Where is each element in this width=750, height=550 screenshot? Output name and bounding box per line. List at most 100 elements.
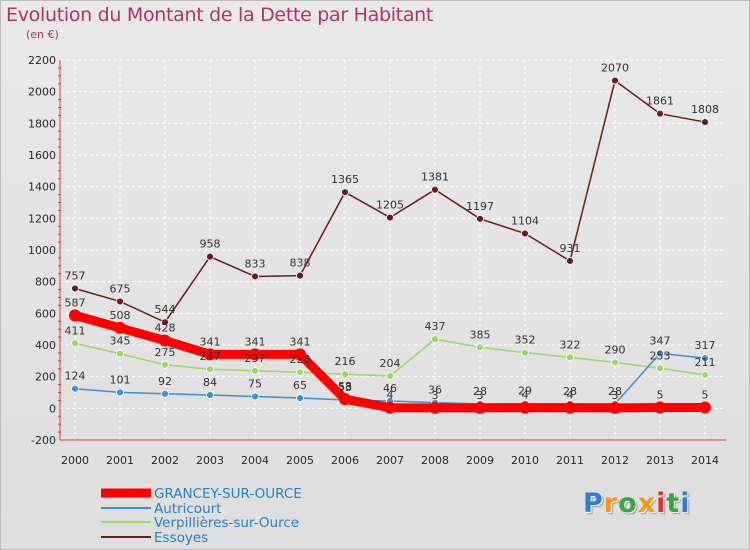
data-point (701, 118, 709, 126)
data-label: 84 (203, 376, 217, 389)
x-tick-label: 2002 (151, 454, 179, 467)
data-point (206, 365, 214, 374)
y-tick-label: 400 (35, 339, 56, 352)
data-point (71, 284, 79, 293)
data-point (249, 348, 261, 361)
data-label: 757 (65, 269, 86, 282)
data-label: 347 (650, 334, 671, 347)
data-point (429, 401, 441, 414)
data-point (71, 339, 79, 348)
data-label: 237 (245, 352, 266, 365)
chart-subtitle: (en €) (26, 28, 59, 41)
data-label: 1381 (421, 171, 449, 184)
data-point (384, 401, 396, 414)
y-tick-label: 2200 (28, 54, 56, 67)
data-point (206, 252, 214, 261)
data-label: 838 (290, 257, 311, 270)
data-point (71, 384, 79, 393)
data-label: 411 (65, 324, 86, 337)
data-point (251, 392, 259, 401)
data-point (116, 388, 124, 397)
x-tick-label: 2011 (556, 454, 584, 467)
data-label: 508 (110, 309, 131, 322)
y-tick-label: 200 (35, 371, 56, 384)
data-point (69, 309, 81, 322)
data-point (251, 272, 259, 281)
data-label: 1808 (691, 103, 719, 116)
data-point (339, 393, 351, 406)
series-verpillieres-sur-ource (71, 335, 709, 380)
data-point (386, 372, 394, 380)
data-point (161, 389, 169, 398)
data-point (521, 348, 529, 357)
data-point (296, 394, 304, 402)
x-tick-label: 2008 (421, 454, 449, 467)
y-tick-label: -200 (31, 434, 56, 447)
data-label: 587 (65, 296, 86, 309)
data-label: 322 (560, 338, 581, 351)
data-label: 204 (380, 357, 401, 370)
data-label: 75 (248, 377, 262, 390)
legend-label: GRANCEY-SUR-OURCE (154, 486, 302, 502)
y-tick-label: 800 (35, 276, 56, 289)
legend-label: Verpillières-sur-Ource (154, 515, 299, 531)
x-tick-label: 2000 (61, 454, 89, 467)
data-point (699, 401, 711, 414)
y-tick-label: 600 (35, 307, 56, 320)
logo-letter: o (618, 488, 638, 519)
x-tick-label: 2007 (376, 454, 404, 467)
x-tick-label: 2003 (196, 454, 224, 467)
data-label: 428 (155, 322, 176, 335)
data-label: 124 (65, 370, 86, 383)
data-label: 3 (612, 389, 619, 402)
data-label: 1104 (511, 215, 539, 228)
data-point (296, 271, 304, 280)
data-point (519, 401, 531, 414)
data-point (476, 343, 484, 352)
data-point (431, 335, 439, 344)
data-label: 101 (110, 373, 131, 386)
x-tick-label: 2013 (646, 454, 674, 467)
data-label: 28 (563, 385, 577, 398)
chart-title: Evolution du Montant de la Dette par Hab… (6, 4, 434, 26)
x-tick-label: 2004 (241, 454, 269, 467)
logo-letter: i (656, 488, 667, 519)
data-point (296, 368, 304, 377)
proxiti-logo: Proxiti (583, 488, 691, 519)
data-label: 3 (432, 389, 439, 402)
data-point (294, 348, 306, 361)
logo-letter: P (583, 488, 604, 519)
data-label: 675 (110, 282, 131, 295)
data-point (431, 185, 439, 194)
data-point (656, 109, 664, 118)
legend-item: Autricourt (101, 501, 221, 517)
data-label: 92 (158, 375, 172, 388)
y-tick-label: 1600 (28, 149, 56, 162)
data-label: 437 (425, 320, 446, 333)
data-point (116, 349, 124, 358)
y-tick-label: 1000 (28, 244, 56, 257)
data-label: 385 (470, 328, 491, 341)
logo-letter: r (603, 488, 619, 519)
legend-item: GRANCEY-SUR-OURCE (101, 486, 302, 502)
data-label: 352 (515, 334, 536, 347)
data-point (341, 188, 349, 197)
data-label: 1205 (376, 199, 404, 212)
data-label: 3 (477, 389, 484, 402)
logo-letter: i (680, 488, 691, 519)
legend-item: Essoyes (101, 530, 208, 546)
data-point (654, 401, 666, 414)
data-label: 29 (518, 385, 532, 398)
data-point (474, 401, 486, 414)
data-label: 345 (110, 335, 131, 348)
data-point (701, 371, 709, 379)
y-tick-label: 2000 (28, 86, 56, 99)
logo-letter: x (637, 488, 657, 519)
logo-letter: t (666, 488, 681, 519)
data-label: 4 (522, 389, 529, 402)
data-point (204, 348, 216, 361)
data-point (116, 297, 124, 306)
data-point (609, 401, 621, 414)
data-label: 275 (155, 346, 176, 359)
